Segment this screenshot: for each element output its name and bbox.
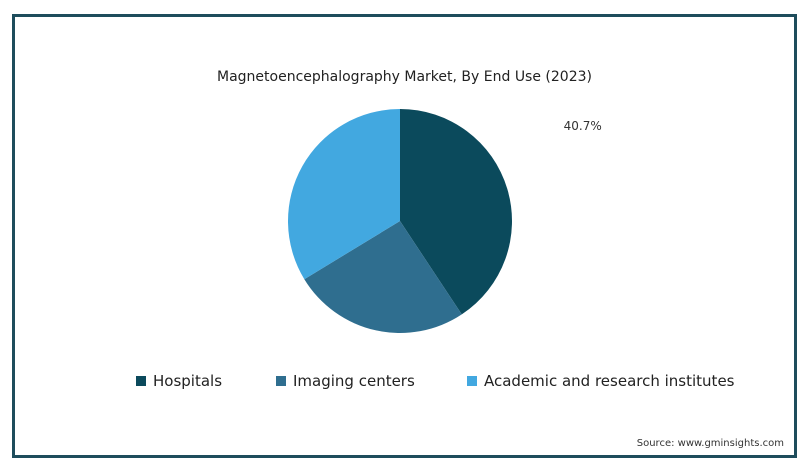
legend-swatch-hospitals — [136, 376, 146, 386]
pie-slice-imaging-centers — [304, 221, 462, 333]
legend-label-hospitals: Hospitals — [153, 372, 223, 390]
legend-swatch-academic-and-research-institutes — [467, 376, 477, 386]
legend-label-imaging-centers: Imaging centers — [293, 372, 415, 390]
legend-swatch-imaging-centers — [276, 376, 286, 386]
chart-frame: Magnetoencephalography Market, By End Us… — [12, 14, 797, 458]
source-note: Source: www.gminsights.com — [636, 438, 784, 449]
legend-item-hospitals: Hospitals — [136, 372, 222, 390]
chart-legend: Hospitals Imaging centers Academic and r… — [15, 372, 794, 396]
pie-slice-academic-and-research-institutes — [288, 109, 400, 280]
legend-label-academic-and-research-institutes: Academic and research institutes — [484, 372, 735, 390]
legend-item-imaging-centers: Imaging centers — [276, 372, 415, 390]
pie-slice-hospitals — [400, 109, 513, 315]
data-label-hospitals: 40.7% — [564, 119, 602, 133]
chart-title: Magnetoencephalography Market, By End Us… — [217, 69, 592, 85]
legend-item-academic-and-research-institutes: Academic and research institutes — [467, 372, 734, 390]
pie-chart: 40.7% — [288, 109, 602, 333]
